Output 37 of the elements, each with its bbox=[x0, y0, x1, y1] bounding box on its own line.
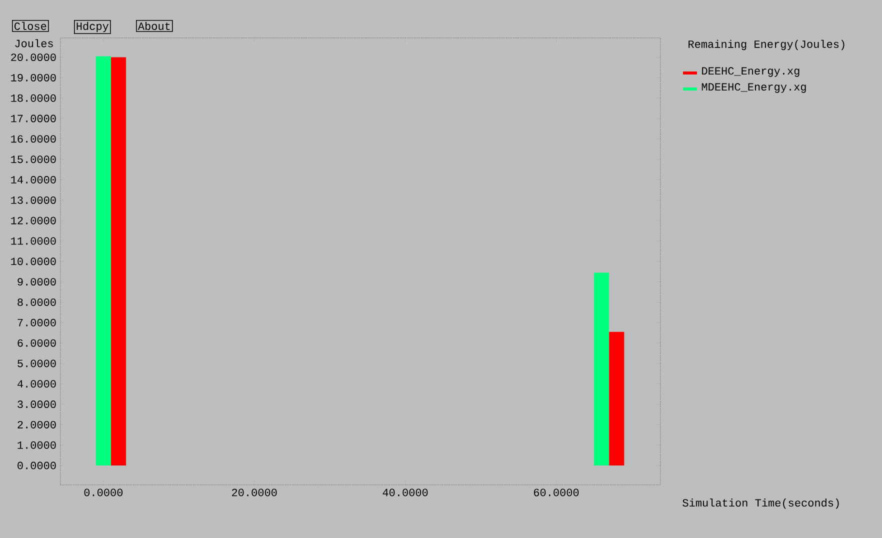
bar bbox=[96, 56, 111, 466]
y-tick-label: 7.0000 bbox=[18, 318, 56, 326]
legend-label: DEEHC_Energy.xg bbox=[702, 67, 800, 77]
y-tick-label: 5.0000 bbox=[18, 360, 56, 368]
y-tick-label: 3.0000 bbox=[18, 400, 56, 408]
x-tick-label: 0.0000 bbox=[84, 488, 123, 496]
y-tick-label: 18.0000 bbox=[11, 94, 56, 102]
x-tick-label: 20.0000 bbox=[232, 488, 277, 496]
text: Remaining Energy(Joules) bbox=[688, 40, 844, 50]
y-tick-label: 13.0000 bbox=[11, 196, 56, 204]
y-tick-label: 14.0000 bbox=[11, 176, 56, 184]
y-tick-label: 16.0000 bbox=[11, 135, 56, 143]
x-tick-label: 40.0000 bbox=[382, 488, 428, 496]
y-tick-label: 19.0000 bbox=[11, 74, 56, 82]
text: Close bbox=[14, 22, 46, 30]
y-tick-label: 0.0000 bbox=[18, 462, 56, 470]
y-tick-label: 1.0000 bbox=[18, 441, 56, 449]
y-tick-label: 17.0000 bbox=[11, 114, 56, 122]
y-tick-label: 10.0000 bbox=[11, 258, 56, 266]
y-tick-label: 20.0000 bbox=[11, 54, 56, 62]
text: Hdcpy bbox=[76, 22, 109, 32]
bar bbox=[609, 332, 624, 466]
y-axis-title: Joules bbox=[15, 39, 53, 48]
bar bbox=[594, 272, 610, 466]
y-tick-label: 15.0000 bbox=[11, 156, 56, 164]
bar bbox=[110, 57, 126, 466]
y-tick-label: 4.0000 bbox=[17, 380, 56, 388]
y-tick-label: 12.0000 bbox=[11, 216, 56, 224]
y-tick-label: 11.0000 bbox=[11, 237, 56, 245]
x-tick-label: 60.0000 bbox=[534, 488, 579, 496]
y-tick-label: 6.0000 bbox=[18, 339, 56, 347]
y-tick-label: 8.0000 bbox=[18, 298, 56, 306]
text: About bbox=[138, 22, 170, 30]
x-axis-title: Simulation Time(seconds) bbox=[682, 498, 839, 509]
y-tick-label: 2.0000 bbox=[18, 420, 56, 428]
legend-label: MDEEHC_Energy.xg bbox=[702, 83, 806, 93]
y-tick-label: 9.0000 bbox=[18, 278, 56, 286]
